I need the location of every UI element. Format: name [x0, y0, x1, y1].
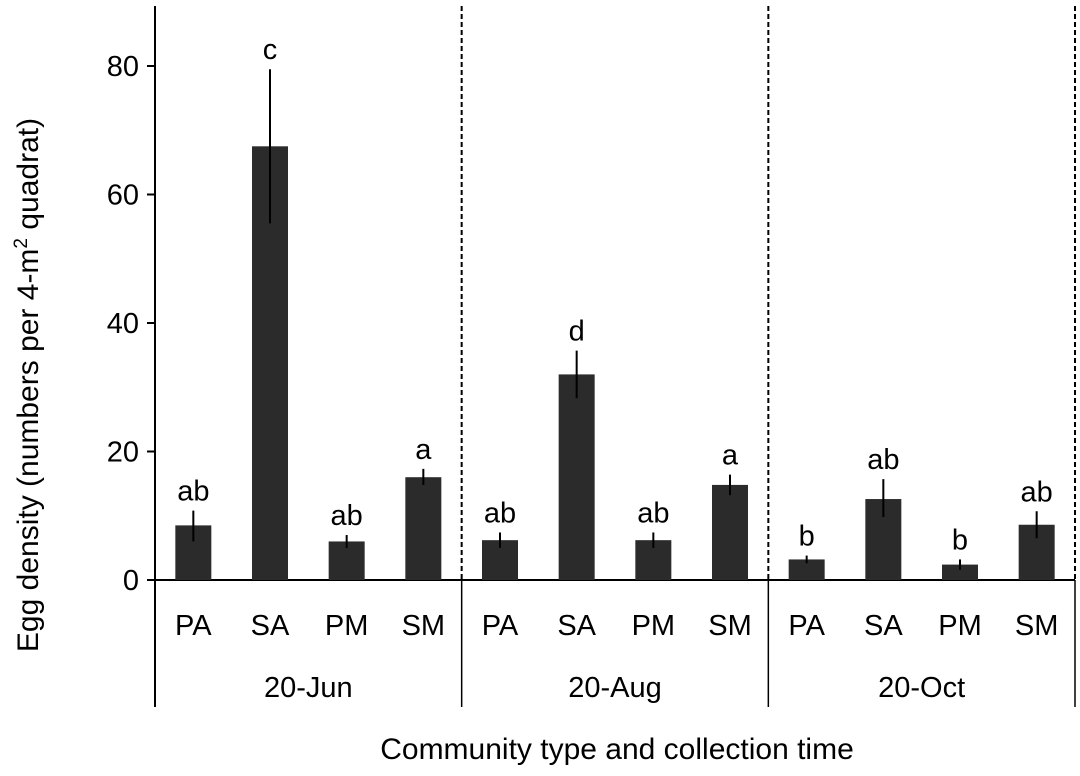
category-label: SA [557, 610, 596, 642]
group-label: 20-Jun [264, 672, 353, 704]
bar [558, 374, 595, 580]
bar [788, 559, 825, 580]
y-tick-label: 40 [107, 308, 139, 340]
significance-letter: c [263, 34, 278, 66]
significance-letter: ab [637, 497, 669, 529]
category-label: SA [251, 610, 290, 642]
category-label: PM [938, 610, 982, 642]
y-tick-label: 60 [107, 180, 139, 212]
significance-letter: a [415, 434, 432, 466]
significance-letter: b [799, 521, 815, 553]
y-axis-title: Egg density (numbers per 4-m2 quadrat) [11, 118, 45, 652]
x-axis-title: Community type and collection time [380, 733, 854, 766]
category-label: SM [1015, 610, 1059, 642]
bar [405, 477, 442, 580]
plot-area [154, 6, 1076, 707]
category-label: SM [708, 610, 752, 642]
significance-letter: ab [331, 500, 363, 532]
y-tick-label: 20 [107, 437, 139, 469]
bar [942, 564, 978, 580]
significance-letter: ab [177, 476, 209, 508]
significance-letter: d [569, 316, 585, 348]
y-axis-title-superscript: 2 [11, 238, 32, 249]
x-axis-labels: PA SA PM SM 20-Jun PA SA PM SM 20-Aug PA SA PM SM 20-O… [175, 610, 1058, 704]
significance-letter: b [952, 524, 968, 556]
significance-letter: a [722, 440, 739, 472]
significance-letter: ab [867, 444, 899, 476]
bar [712, 484, 748, 580]
category-label: SA [864, 610, 903, 642]
category-label: PA [788, 610, 825, 642]
significance-letter: ab [484, 497, 516, 529]
significance-letter: ab [1021, 476, 1053, 508]
group-label: 20-Oct [878, 672, 965, 704]
y-tick-label: 80 [107, 51, 139, 83]
category-label: SM [402, 610, 446, 642]
y-tick-label: 0 [123, 565, 139, 597]
category-label: PM [325, 610, 369, 642]
category-label: PM [632, 610, 676, 642]
y-axis-ticks: 0 20 40 60 80 [107, 51, 155, 597]
group-label: 20-Aug [568, 672, 662, 704]
category-label: PA [175, 610, 212, 642]
category-label: PA [482, 610, 519, 642]
